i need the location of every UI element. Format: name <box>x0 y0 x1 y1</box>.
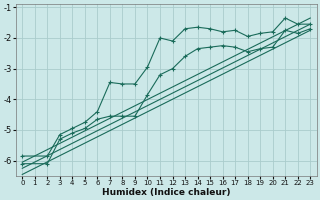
X-axis label: Humidex (Indice chaleur): Humidex (Indice chaleur) <box>102 188 230 197</box>
